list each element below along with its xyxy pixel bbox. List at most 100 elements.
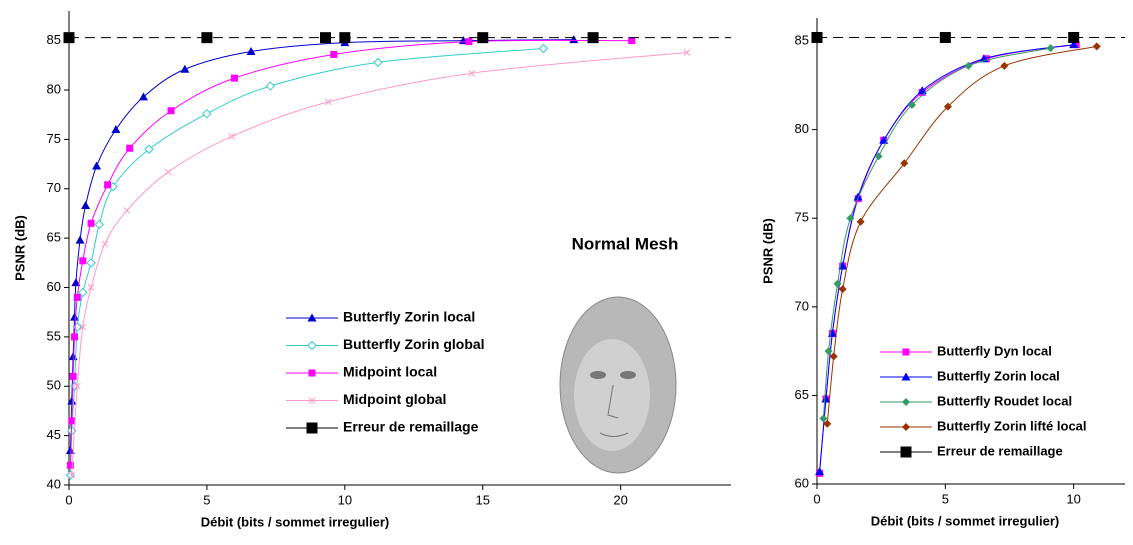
marker	[939, 31, 951, 43]
y-tick-label: 40	[47, 476, 61, 491]
marker	[201, 32, 213, 44]
marker	[138, 92, 148, 101]
x-tick-label: 5	[203, 492, 210, 507]
legend-label: Butterfly Zorin local	[343, 309, 475, 325]
legend-label: Erreur de remaillage	[343, 419, 479, 435]
marker	[123, 207, 131, 214]
marker	[202, 108, 212, 119]
series-line	[71, 51, 687, 476]
marker	[569, 35, 579, 44]
marker	[465, 38, 473, 46]
y-tick-label: 60	[47, 279, 61, 294]
series-line	[69, 39, 574, 451]
y-axis-title: PSNR (dB)	[12, 215, 27, 281]
y-tick-label: 70	[47, 180, 61, 195]
marker	[66, 461, 74, 469]
marker	[339, 32, 351, 44]
marker	[79, 323, 87, 331]
marker	[838, 285, 847, 294]
annotation: Normal Mesh	[572, 234, 679, 253]
marker	[308, 397, 316, 404]
marker	[228, 133, 236, 140]
marker	[477, 32, 489, 44]
marker	[468, 69, 476, 77]
x-tick-label: 10	[338, 492, 352, 507]
marker	[164, 168, 172, 176]
marker	[246, 46, 256, 55]
marker	[943, 102, 952, 111]
marker	[265, 81, 276, 91]
y-tick-label: 75	[795, 210, 809, 225]
legend-label: Erreur de remaillage	[937, 443, 1063, 458]
marker	[587, 32, 599, 44]
marker	[823, 419, 832, 428]
marker	[964, 61, 973, 70]
marker	[819, 414, 828, 423]
y-tick-label: 85	[795, 32, 809, 47]
legend-label: Butterfly Dyn local	[937, 343, 1052, 358]
marker	[1046, 44, 1055, 53]
marker	[81, 201, 91, 210]
x-tick-label: 5	[942, 491, 949, 506]
legend-label: Butterfly Zorin lifté local	[937, 418, 1087, 433]
marker	[180, 64, 190, 73]
legend-label: Midpoint local	[343, 364, 437, 380]
y-tick-label: 65	[47, 230, 61, 245]
marker	[320, 32, 332, 44]
mesh-mouth	[599, 432, 629, 437]
marker	[69, 372, 77, 380]
marker	[874, 152, 883, 161]
x-tick-label: 0	[65, 492, 72, 507]
marker	[78, 287, 88, 298]
marker	[917, 86, 927, 95]
series-line	[69, 48, 544, 476]
legend-label: Butterfly Zorin local	[937, 368, 1060, 383]
marker	[900, 159, 909, 168]
marker	[1000, 61, 1009, 70]
marker	[71, 278, 81, 287]
marker	[1069, 40, 1079, 49]
x-tick-label: 15	[476, 492, 490, 507]
marker	[829, 352, 838, 361]
marker	[307, 313, 317, 322]
marker	[982, 55, 990, 63]
marker	[75, 235, 85, 244]
marker	[324, 98, 332, 106]
y-tick-label: 45	[47, 427, 61, 442]
series-line	[822, 47, 1051, 419]
legend-label: Midpoint global	[343, 391, 446, 407]
marker	[231, 74, 238, 82]
y-tick-label: 70	[795, 298, 809, 313]
mesh-face	[574, 339, 650, 451]
legend-label: Butterfly Zorin global	[343, 336, 485, 352]
marker	[79, 257, 87, 265]
mesh-eye	[620, 371, 636, 379]
x-axis-title: Débit (bits / sommet irregulier)	[201, 514, 390, 529]
marker	[902, 348, 910, 356]
y-tick-label: 50	[47, 378, 61, 393]
marker	[815, 467, 825, 476]
y-tick-label: 85	[47, 32, 61, 47]
series-line	[826, 45, 1097, 424]
legend-label: Butterfly Roudet local	[937, 393, 1072, 408]
y-tick-label: 65	[795, 387, 809, 402]
marker	[1092, 42, 1101, 51]
marker	[126, 144, 134, 152]
marker	[92, 161, 102, 170]
y-tick-label: 55	[47, 328, 61, 343]
marker	[373, 57, 383, 68]
marker	[104, 181, 112, 189]
marker	[811, 31, 823, 43]
marker	[824, 347, 833, 356]
marker	[70, 312, 80, 321]
marker	[856, 217, 865, 226]
marker	[1072, 41, 1080, 49]
marker	[833, 279, 842, 288]
marker	[101, 240, 109, 248]
marker	[902, 398, 910, 406]
marker	[901, 372, 911, 381]
marker	[144, 144, 154, 154]
marker	[907, 100, 916, 109]
y-tick-label: 80	[47, 81, 61, 96]
